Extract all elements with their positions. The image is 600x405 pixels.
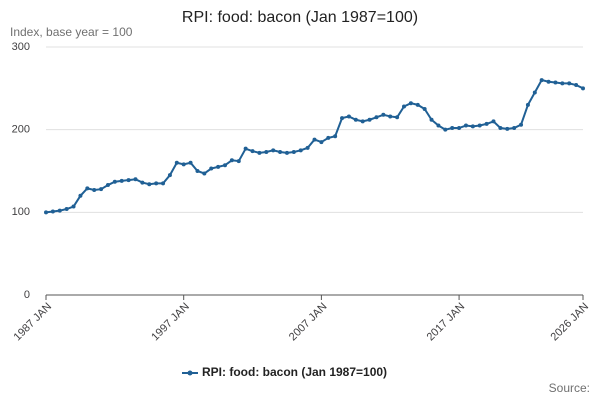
point (546, 79, 551, 84)
point (71, 204, 76, 209)
point (181, 162, 186, 167)
point (112, 179, 117, 184)
point (498, 126, 503, 131)
point (463, 123, 468, 128)
point (470, 124, 475, 129)
point (457, 126, 462, 131)
point (257, 150, 262, 155)
point (147, 182, 152, 187)
point (539, 78, 544, 83)
point (532, 90, 537, 95)
point (167, 173, 172, 178)
point (491, 119, 496, 124)
point (119, 178, 124, 183)
point (202, 171, 207, 176)
point (360, 119, 365, 124)
point (99, 187, 104, 192)
point (450, 126, 455, 131)
x-tick-label: 1987 JAN (12, 301, 55, 344)
point (581, 86, 585, 91)
point (291, 149, 296, 154)
point (209, 166, 214, 171)
y-tick-label: 200 (12, 124, 30, 136)
point (415, 102, 420, 107)
point (243, 146, 248, 151)
point (250, 149, 255, 154)
point (174, 160, 179, 165)
point (188, 160, 193, 165)
point (319, 140, 324, 145)
point (326, 135, 331, 140)
point (105, 183, 110, 188)
point (278, 149, 283, 154)
point (422, 107, 427, 111)
y-tick-label: 300 (12, 41, 30, 53)
point (333, 134, 338, 139)
point (236, 159, 241, 164)
point (92, 188, 97, 193)
point (312, 137, 317, 142)
y-tick-label: 100 (12, 206, 30, 218)
point (346, 114, 351, 119)
point (340, 116, 345, 121)
point (381, 112, 386, 117)
point (85, 186, 90, 191)
point (50, 209, 55, 214)
point (305, 145, 310, 150)
legend-marker (187, 370, 193, 376)
point (525, 102, 530, 107)
point (298, 148, 303, 153)
point (477, 123, 482, 128)
point (519, 122, 524, 127)
line (45, 78, 584, 214)
point (223, 163, 227, 168)
point (395, 115, 400, 120)
point (44, 210, 48, 215)
point (402, 104, 406, 109)
point (57, 208, 62, 213)
point (429, 117, 434, 122)
point (126, 178, 131, 183)
y-axis-label: Index, base year = 100 (10, 25, 133, 39)
point (229, 158, 234, 163)
point (161, 181, 166, 186)
point (64, 207, 69, 212)
point (367, 117, 372, 122)
point (443, 127, 448, 132)
point (484, 121, 489, 126)
point (78, 193, 83, 198)
point (353, 117, 358, 122)
source: Source: (549, 381, 590, 395)
point (408, 101, 413, 106)
point (553, 80, 558, 85)
point (264, 149, 269, 154)
point (195, 169, 200, 173)
chart-title: RPI: food: bacon (Jan 1987=100) (182, 9, 418, 26)
point (154, 181, 159, 186)
x-tick-label: 2007 JAN (287, 301, 330, 344)
point (140, 180, 145, 185)
point (436, 123, 441, 128)
point (512, 126, 517, 131)
point (271, 148, 276, 153)
point (560, 81, 565, 86)
x-tick-label: 2017 JAN (425, 301, 468, 344)
x-tick-label: 1997 JAN (149, 301, 192, 344)
point (374, 115, 379, 120)
point (388, 114, 393, 119)
point (216, 164, 221, 169)
point (567, 81, 572, 86)
point (505, 126, 510, 131)
point (133, 177, 138, 182)
x-tick-label: 2026 JAN (549, 301, 592, 344)
y-tick-label: 0 (24, 289, 30, 301)
legend-label: RPI: food: bacon (Jan 1987=100) (202, 365, 387, 379)
point (284, 150, 289, 155)
point (574, 83, 579, 88)
